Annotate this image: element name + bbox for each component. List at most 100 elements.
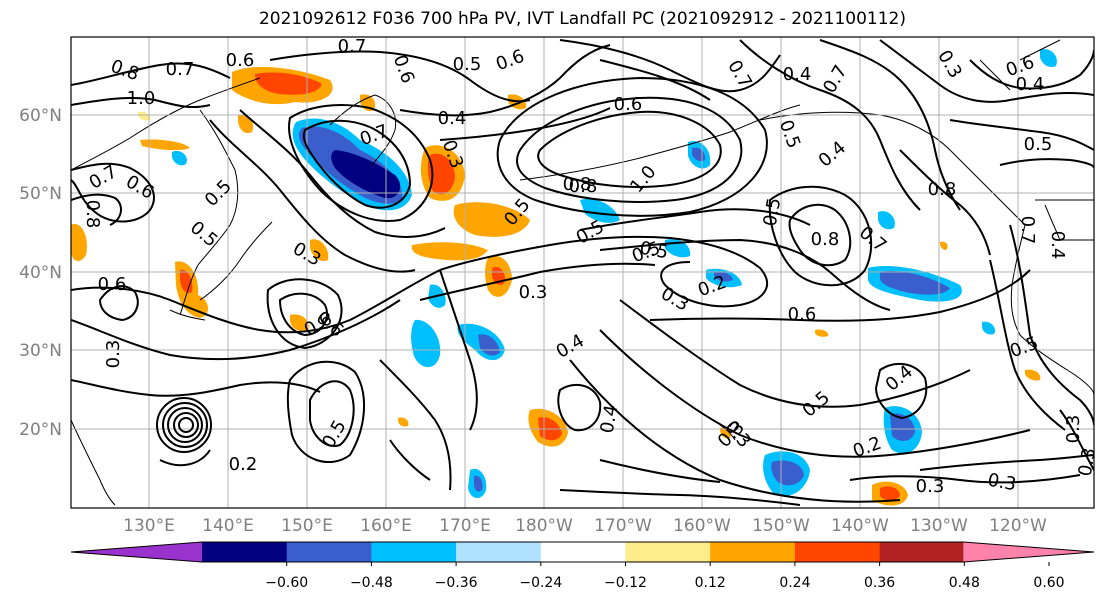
contour-line bbox=[309, 380, 355, 447]
typhoon-contour bbox=[167, 407, 203, 443]
pv-positive-region bbox=[140, 139, 190, 151]
graticule bbox=[71, 37, 1094, 508]
longitude-label: 130°W bbox=[910, 516, 968, 536]
latitude-label: 30°N bbox=[19, 341, 62, 361]
contour-value-label: 0.4 bbox=[438, 108, 467, 129]
colorbar: −0.60 −0.48 −0.36 −0.24 −0.12 0.12 0.24 0.36 0.4… bbox=[70, 541, 1095, 591]
ivt-contour-layer bbox=[71, 39, 1094, 506]
contour-value-label: 0.3 bbox=[1063, 415, 1084, 444]
contour-value-label: 1.0 bbox=[127, 88, 156, 109]
contour-value-label: 0.3 bbox=[916, 476, 945, 497]
pv-negative-region bbox=[982, 321, 996, 335]
pv-shading-layer bbox=[71, 49, 1057, 506]
latitude-labels: 60°N 50°N 40°N 30°N 20°N bbox=[19, 106, 62, 440]
contour-line bbox=[379, 359, 452, 491]
latitude-label: 50°N bbox=[19, 184, 62, 204]
typhoon-contour bbox=[156, 397, 212, 453]
contour-line bbox=[71, 269, 441, 334]
pv-positive-region bbox=[940, 241, 948, 250]
contour-value-label: 0.6 bbox=[614, 94, 643, 115]
contour-line bbox=[389, 439, 431, 481]
colorbar-tick-label: −0.12 bbox=[604, 575, 647, 591]
colorbar-segment bbox=[879, 542, 965, 562]
coastline-northamerica bbox=[1010, 224, 1094, 396]
contour-line bbox=[266, 278, 343, 350]
pv-negative-region bbox=[878, 211, 895, 230]
longitude-labels: 130°E 140°E 150°E 160°E 170°E 180°W 170°W 160°W… bbox=[123, 516, 1047, 536]
contour-line bbox=[439, 269, 478, 431]
colorbar-segment bbox=[710, 542, 796, 562]
contour-line bbox=[559, 39, 781, 93]
contour-line bbox=[849, 474, 1081, 484]
contour-line bbox=[439, 235, 769, 308]
pv-positive-region bbox=[815, 329, 829, 337]
contour-line bbox=[71, 96, 211, 109]
colorbar-tick-label: 0.60 bbox=[1033, 575, 1064, 591]
contour-value-label: 0.7 bbox=[166, 59, 195, 80]
contour-line bbox=[286, 360, 366, 464]
contour-value-label: 0.8 bbox=[928, 179, 957, 200]
colorbar-extend-max bbox=[963, 542, 1094, 562]
pv-positive-region bbox=[398, 417, 409, 427]
longitude-label: 130°E bbox=[123, 516, 175, 536]
contour-value-label: 0.6 bbox=[98, 274, 127, 295]
pv-negative-region bbox=[331, 150, 401, 199]
contour-line bbox=[969, 49, 1094, 90]
pv-negative-region bbox=[474, 475, 483, 492]
pv-negative-region bbox=[1040, 49, 1057, 68]
contour-line bbox=[819, 39, 961, 211]
colorbar-tick-label: 0.24 bbox=[779, 575, 810, 591]
contour-line bbox=[949, 119, 1094, 151]
longitude-label: 170°E bbox=[439, 516, 491, 536]
contour-line bbox=[579, 208, 811, 231]
coastline-alaska bbox=[759, 111, 1026, 226]
contour-line bbox=[569, 359, 901, 503]
pv-positive-region bbox=[453, 202, 530, 237]
contour-line bbox=[71, 379, 321, 397]
contour-value-label: 0.4 bbox=[1047, 231, 1068, 260]
pv-positive-region bbox=[290, 314, 309, 332]
contour-line bbox=[288, 104, 434, 222]
pv-negative-region bbox=[880, 270, 950, 295]
contour-value-label: 0.4 bbox=[597, 403, 623, 435]
coastline-aleutians bbox=[519, 104, 801, 181]
longitude-label: 180°W bbox=[515, 516, 573, 536]
border-lines bbox=[979, 39, 1094, 241]
contour-line bbox=[439, 107, 611, 141]
contour-value-label: 0.8 bbox=[569, 176, 598, 197]
colorbar-outline bbox=[70, 541, 1095, 563]
contour-line bbox=[71, 162, 155, 223]
colorbar-tick-label: −0.36 bbox=[435, 575, 478, 591]
pv-positive-region bbox=[255, 72, 322, 95]
map-frame bbox=[70, 36, 1095, 509]
contour-value-label: 0.7 bbox=[1017, 216, 1038, 245]
pv-positive-region bbox=[880, 486, 900, 501]
colorbar-tick-label: 0.36 bbox=[864, 575, 895, 591]
longitude-label: 140°E bbox=[202, 516, 254, 536]
longitude-label: 150°W bbox=[752, 516, 810, 536]
pv-negative-region bbox=[580, 198, 620, 223]
contour-value-label: 0.4 bbox=[783, 64, 812, 85]
contour-line bbox=[71, 62, 231, 86]
contour-line bbox=[1009, 224, 1094, 426]
contour-value-label: 0.5 bbox=[453, 54, 482, 75]
pv-positive-region bbox=[427, 153, 455, 195]
contour-line bbox=[919, 454, 1094, 471]
typhoon-contour bbox=[178, 417, 194, 433]
contour-line bbox=[496, 76, 768, 217]
contour-line bbox=[399, 44, 611, 117]
contour-line bbox=[209, 119, 416, 273]
contour-line bbox=[537, 110, 722, 188]
contour-value-label: 0.3 bbox=[986, 470, 1018, 496]
contour-line bbox=[98, 285, 139, 322]
contour-line bbox=[557, 383, 602, 432]
contour-value-label: 0.8 bbox=[82, 200, 103, 229]
colorbar-tick-label: −0.24 bbox=[519, 575, 562, 591]
contour-value-label: 0.3 bbox=[103, 340, 124, 369]
contour-value-label: 0.6 bbox=[226, 50, 255, 71]
contour-line bbox=[649, 269, 1031, 322]
pv-negative-region bbox=[771, 460, 804, 486]
contour-line bbox=[899, 149, 991, 256]
contour-line bbox=[989, 259, 1066, 431]
longitude-label: 150°E bbox=[281, 516, 333, 536]
